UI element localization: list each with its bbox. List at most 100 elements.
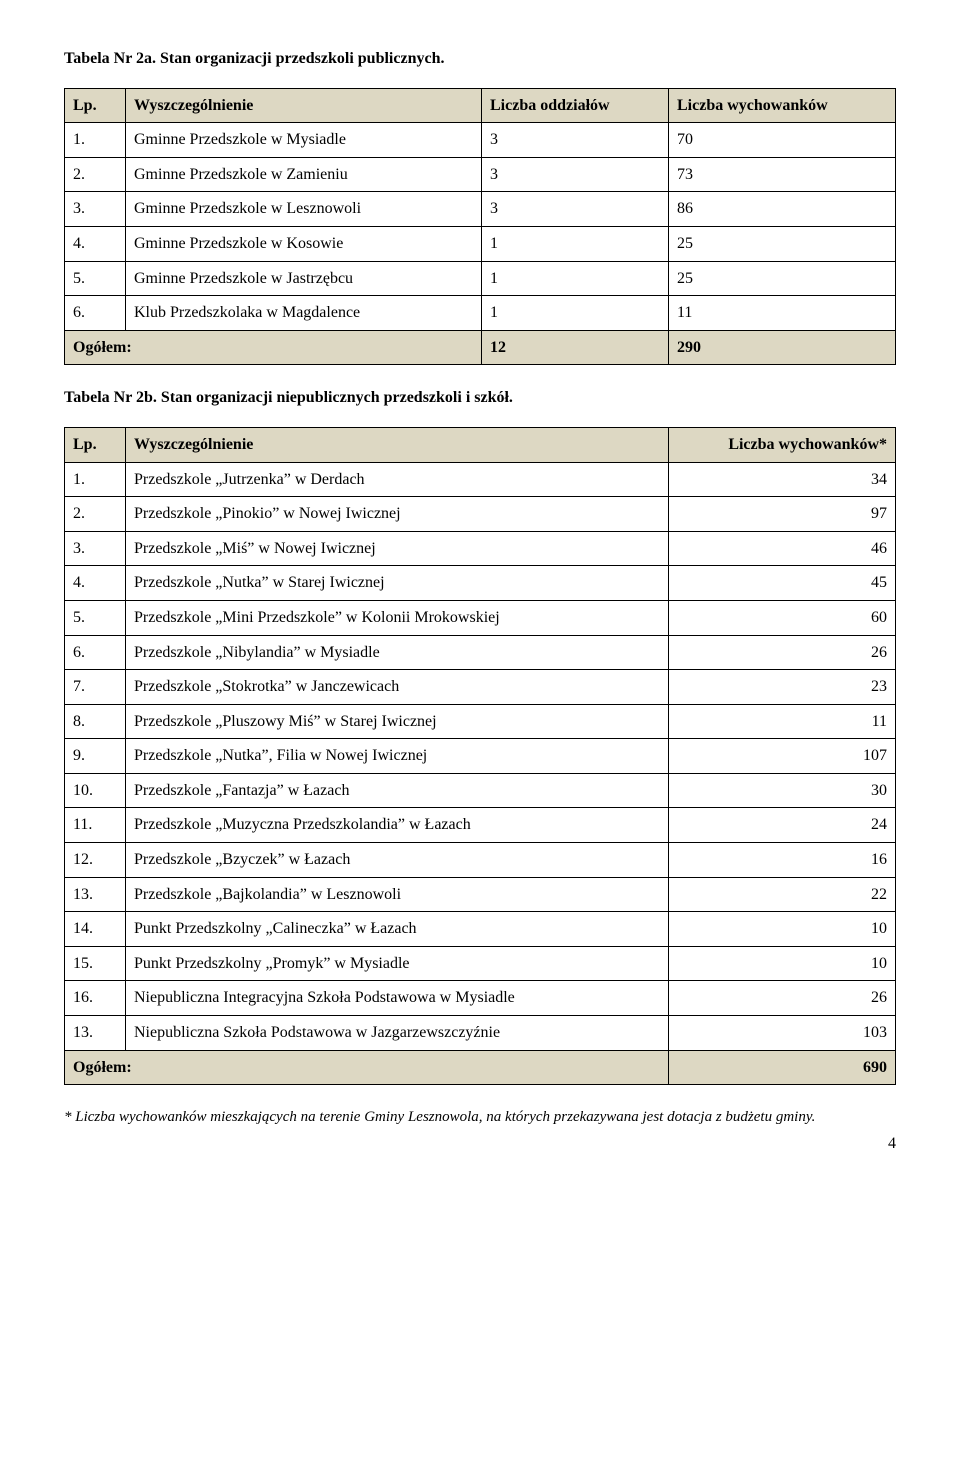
- cell-lp: 1.: [65, 123, 126, 158]
- table-row: 12.Przedszkole „Bzyczek” w Łazach16: [65, 843, 896, 878]
- cell-oddz: 3: [482, 157, 669, 192]
- table-row: 8.Przedszkole „Pluszowy Miś” w Starej Iw…: [65, 704, 896, 739]
- cell-lp: 9.: [65, 739, 126, 774]
- table-row: 5.Gminne Przedszkole w Jastrzębcu125: [65, 261, 896, 296]
- header-wych: Liczba wychowanków*: [669, 427, 896, 462]
- table-2b-header: Lp. Wyszczególnienie Liczba wychowanków*: [65, 427, 896, 462]
- table-row: 13.Niepubliczna Szkoła Podstawowa w Jazg…: [65, 1016, 896, 1051]
- cell-name: Gminne Przedszkole w Lesznowoli: [126, 192, 482, 227]
- table-row: 1.Przedszkole „Jutrzenka” w Derdach34: [65, 462, 896, 497]
- cell-name: Przedszkole „Nutka” w Starej Iwicznej: [126, 566, 669, 601]
- table-row: 14.Punkt Przedszkolny „Calineczka” w Łaz…: [65, 912, 896, 947]
- cell-lp: 6.: [65, 296, 126, 331]
- cell-name: Przedszkole „Bajkolandia” w Lesznowoli: [126, 877, 669, 912]
- cell-wych: 23: [669, 670, 896, 705]
- footnote: * Liczba wychowanków mieszkających na te…: [64, 1107, 896, 1127]
- cell-wych: 25: [669, 226, 896, 261]
- header-wych: Liczba wychowanków: [669, 88, 896, 123]
- cell-name: Gminne Przedszkole w Kosowie: [126, 226, 482, 261]
- cell-name: Niepubliczna Integracyjna Szkoła Podstaw…: [126, 981, 669, 1016]
- cell-name: Punkt Przedszkolny „Calineczka” w Łazach: [126, 912, 669, 947]
- cell-lp: 11.: [65, 808, 126, 843]
- cell-wych: 60: [669, 600, 896, 635]
- cell-name: Przedszkole „Nutka”, Filia w Nowej Iwicz…: [126, 739, 669, 774]
- cell-wych: 97: [669, 497, 896, 532]
- cell-wych: 107: [669, 739, 896, 774]
- cell-lp: 4.: [65, 226, 126, 261]
- table-row: 9.Przedszkole „Nutka”, Filia w Nowej Iwi…: [65, 739, 896, 774]
- header-name: Wyszczególnienie: [126, 427, 669, 462]
- cell-wych: 11: [669, 704, 896, 739]
- cell-lp: 8.: [65, 704, 126, 739]
- table-row: 16.Niepubliczna Integracyjna Szkoła Pods…: [65, 981, 896, 1016]
- cell-lp: 15.: [65, 946, 126, 981]
- table-2a-header: Lp. Wyszczególnienie Liczba oddziałów Li…: [65, 88, 896, 123]
- cell-lp: 14.: [65, 912, 126, 947]
- cell-wych: 26: [669, 981, 896, 1016]
- cell-lp: 13.: [65, 1016, 126, 1051]
- cell-name: Przedszkole „Nibylandia” w Mysiadle: [126, 635, 669, 670]
- cell-lp: 12.: [65, 843, 126, 878]
- table-row: 1.Gminne Przedszkole w Mysiadle370: [65, 123, 896, 158]
- cell-name: Punkt Przedszkolny „Promyk” w Mysiadle: [126, 946, 669, 981]
- cell-wych: 86: [669, 192, 896, 227]
- table-2b-title: Tabela Nr 2b. Stan organizacji niepublic…: [64, 387, 896, 409]
- total-wych: 290: [669, 330, 896, 365]
- cell-lp: 6.: [65, 635, 126, 670]
- cell-name: Gminne Przedszkole w Jastrzębcu: [126, 261, 482, 296]
- table-row: 15.Punkt Przedszkolny „Promyk” w Mysiadl…: [65, 946, 896, 981]
- cell-name: Klub Przedszkolaka w Magdalence: [126, 296, 482, 331]
- cell-wych: 30: [669, 773, 896, 808]
- cell-wych: 16: [669, 843, 896, 878]
- cell-lp: 2.: [65, 157, 126, 192]
- cell-oddz: 1: [482, 296, 669, 331]
- table-row: 4.Przedszkole „Nutka” w Starej Iwicznej4…: [65, 566, 896, 601]
- cell-name: Przedszkole „Muzyczna Przedszkolandia” w…: [126, 808, 669, 843]
- cell-name: Przedszkole „Fantazja” w Łazach: [126, 773, 669, 808]
- cell-lp: 5.: [65, 600, 126, 635]
- table-2b-total: Ogółem: 690: [65, 1050, 896, 1085]
- table-row: 10.Przedszkole „Fantazja” w Łazach30: [65, 773, 896, 808]
- table-row: 7.Przedszkole „Stokrotka” w Janczewicach…: [65, 670, 896, 705]
- table-row: 3.Gminne Przedszkole w Lesznowoli386: [65, 192, 896, 227]
- table-2b: Lp. Wyszczególnienie Liczba wychowanków*…: [64, 427, 896, 1085]
- header-lp: Lp.: [65, 427, 126, 462]
- cell-lp: 16.: [65, 981, 126, 1016]
- cell-wych: 22: [669, 877, 896, 912]
- cell-lp: 2.: [65, 497, 126, 532]
- table-row: 11.Przedszkole „Muzyczna Przedszkolandia…: [65, 808, 896, 843]
- cell-wych: 25: [669, 261, 896, 296]
- cell-wych: 45: [669, 566, 896, 601]
- cell-name: Przedszkole „Pinokio” w Nowej Iwicznej: [126, 497, 669, 532]
- cell-oddz: 3: [482, 123, 669, 158]
- table-row: 5.Przedszkole „Mini Przedszkole” w Kolon…: [65, 600, 896, 635]
- cell-lp: 3.: [65, 192, 126, 227]
- cell-name: Gminne Przedszkole w Mysiadle: [126, 123, 482, 158]
- cell-lp: 4.: [65, 566, 126, 601]
- cell-oddz: 1: [482, 261, 669, 296]
- table-row: 6.Klub Przedszkolaka w Magdalence111: [65, 296, 896, 331]
- cell-lp: 10.: [65, 773, 126, 808]
- header-name: Wyszczególnienie: [126, 88, 482, 123]
- cell-name: Przedszkole „Mini Przedszkole” w Kolonii…: [126, 600, 669, 635]
- cell-lp: 5.: [65, 261, 126, 296]
- cell-oddz: 1: [482, 226, 669, 261]
- table-row: 4.Gminne Przedszkole w Kosowie125: [65, 226, 896, 261]
- total-label: Ogółem:: [65, 1050, 669, 1085]
- cell-lp: 13.: [65, 877, 126, 912]
- cell-wych: 73: [669, 157, 896, 192]
- cell-wych: 70: [669, 123, 896, 158]
- header-oddz: Liczba oddziałów: [482, 88, 669, 123]
- cell-name: Przedszkole „Jutrzenka” w Derdach: [126, 462, 669, 497]
- header-lp: Lp.: [65, 88, 126, 123]
- cell-wych: 46: [669, 531, 896, 566]
- table-row: 13.Przedszkole „Bajkolandia” w Lesznowol…: [65, 877, 896, 912]
- table-row: 2.Przedszkole „Pinokio” w Nowej Iwicznej…: [65, 497, 896, 532]
- cell-wych: 103: [669, 1016, 896, 1051]
- table-row: 3.Przedszkole „Miś” w Nowej Iwicznej46: [65, 531, 896, 566]
- cell-oddz: 3: [482, 192, 669, 227]
- cell-wych: 10: [669, 946, 896, 981]
- cell-name: Gminne Przedszkole w Zamieniu: [126, 157, 482, 192]
- table-row: 2.Gminne Przedszkole w Zamieniu373: [65, 157, 896, 192]
- total-label: Ogółem:: [65, 330, 482, 365]
